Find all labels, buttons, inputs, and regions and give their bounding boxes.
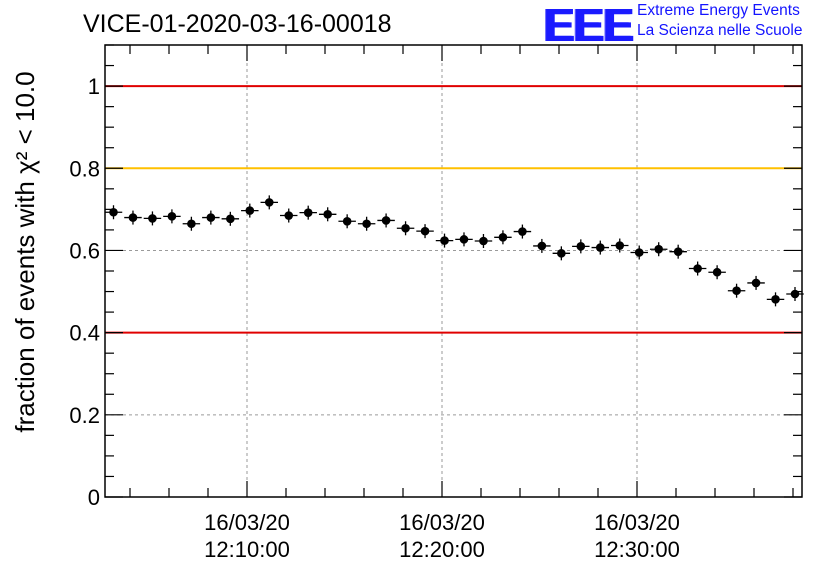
data-point-marker <box>245 206 255 215</box>
data-point <box>747 275 765 290</box>
data-point-marker <box>401 223 410 233</box>
data-point <box>513 224 532 239</box>
eee-logo: EEE <box>543 0 633 51</box>
data-point <box>202 210 220 225</box>
data-point <box>104 205 123 220</box>
data-point-marker <box>148 214 157 223</box>
x-tick-label-date: 16/03/20 <box>594 510 680 535</box>
data-point-marker <box>732 286 741 296</box>
data-point-marker <box>537 241 547 251</box>
data-point-marker <box>206 213 216 222</box>
axis-ticks <box>105 44 802 498</box>
data-point-marker <box>498 233 508 242</box>
data-point <box>124 210 142 225</box>
data-point-marker <box>790 289 800 299</box>
x-tick-label-time: 12:10:00 <box>204 537 290 562</box>
data-point <box>280 208 298 223</box>
x-tick-label-time: 12:20:00 <box>399 537 485 562</box>
data-point-marker <box>362 219 371 229</box>
data-point-marker <box>595 243 605 252</box>
data-point-marker <box>303 208 313 217</box>
data-point-marker <box>634 248 644 257</box>
data-point <box>572 239 590 254</box>
data-point-marker <box>693 264 702 273</box>
data-point-marker <box>654 244 663 254</box>
logo-text-line1: Extreme Energy Events <box>637 2 800 19</box>
y-tick-labels: 0 0.2 0.4 0.6 0.8 1 <box>69 74 100 510</box>
data-point <box>221 211 240 226</box>
y-tick-label: 0.8 <box>69 156 100 181</box>
y-tick-label: 0.6 <box>69 238 100 263</box>
reference-lines <box>105 85 802 334</box>
data-point-marker <box>109 207 118 217</box>
data-point-marker <box>576 242 586 251</box>
data-point <box>786 287 804 302</box>
data-point <box>163 209 181 224</box>
y-tick-label: 1 <box>88 74 100 99</box>
data-point-marker <box>342 216 352 226</box>
data-point <box>241 203 259 218</box>
data-point-marker <box>751 278 761 288</box>
data-point <box>338 214 356 229</box>
data-point <box>533 238 551 253</box>
data-point <box>611 238 629 253</box>
data-point <box>143 211 162 226</box>
plot-frame <box>104 44 803 498</box>
y-tick-label: 0.4 <box>69 321 100 346</box>
chart-title: VICE-01-2020-03-16-00018 <box>83 10 392 38</box>
data-point-marker <box>673 247 683 256</box>
y-axis-label: fraction of events with χ² < 10.0 <box>10 71 40 432</box>
x-tick-labels: 16/03/2012:10:0016/03/2012:20:0016/03/20… <box>204 510 680 562</box>
data-point-marker <box>615 241 625 250</box>
data-point-marker <box>128 213 138 222</box>
x-tick-label-date: 16/03/20 <box>399 510 485 535</box>
data-point <box>591 240 610 255</box>
data-point <box>357 216 376 231</box>
data-point-marker <box>381 216 391 225</box>
data-point-marker <box>479 236 488 246</box>
data-point <box>708 265 726 280</box>
data-point <box>766 292 785 307</box>
data-point-marker <box>284 211 294 220</box>
data-point <box>494 230 512 245</box>
data-point <box>688 261 707 276</box>
data-point <box>649 242 668 257</box>
data-point <box>669 244 687 259</box>
data-point <box>727 283 746 298</box>
data-point-marker <box>187 219 196 229</box>
data-points <box>104 195 804 307</box>
data-point-marker <box>459 235 469 244</box>
data-point-marker <box>264 198 274 207</box>
data-point <box>396 221 415 236</box>
data-point <box>455 232 473 247</box>
data-point <box>318 207 337 222</box>
y-tick-label: 0 <box>88 485 100 510</box>
data-point-marker <box>712 267 722 277</box>
data-point-marker <box>440 236 449 245</box>
data-point <box>260 195 279 210</box>
data-point <box>182 216 201 231</box>
x-tick-label-date: 16/03/20 <box>204 510 290 535</box>
data-point <box>630 245 648 260</box>
data-point-marker <box>557 249 566 258</box>
data-point <box>377 213 395 228</box>
x-tick-label-time: 12:30:00 <box>594 537 680 562</box>
data-point <box>552 246 571 261</box>
data-point-marker <box>226 214 235 224</box>
y-tick-label: 0.2 <box>69 403 100 428</box>
data-point-marker <box>518 227 527 236</box>
data-point-marker <box>771 295 780 304</box>
data-point <box>416 224 434 239</box>
data-point-marker <box>420 226 430 236</box>
data-point <box>474 234 493 249</box>
data-point-marker <box>323 209 332 219</box>
data-point-marker <box>167 212 177 221</box>
data-point <box>299 205 317 220</box>
data-point <box>435 233 454 248</box>
logo-text-line2: La Scienza nelle Scuole <box>637 22 803 39</box>
